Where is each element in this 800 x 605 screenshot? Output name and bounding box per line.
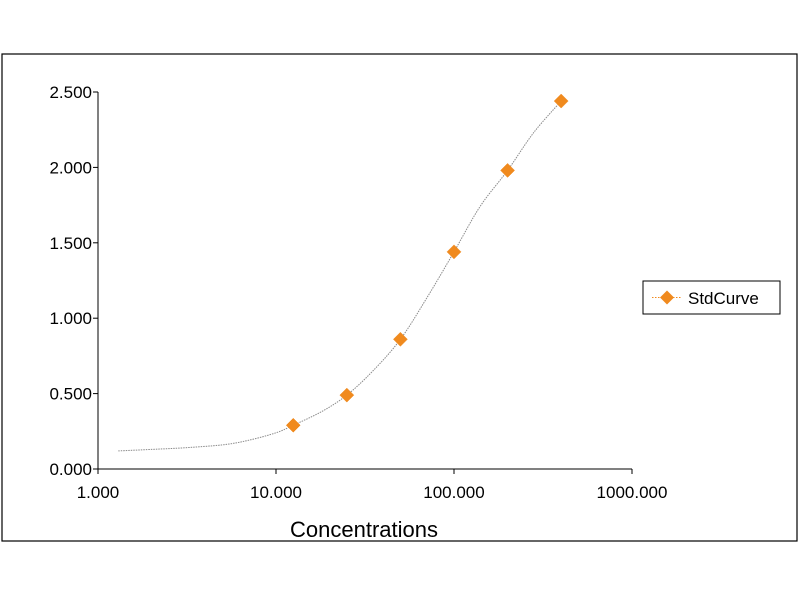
x-tick-label-2: 100.000: [423, 483, 484, 502]
legend-diamond-marker: [660, 290, 674, 305]
y-tick-label-2: 1.000: [49, 309, 92, 328]
x-tick-label-3: 1000.000: [597, 483, 668, 502]
x-tick-label-1: 10.000: [250, 483, 302, 502]
y-tick-label-1: 0.500: [49, 385, 92, 404]
data-point-3: [446, 244, 462, 260]
data-point-2: [393, 331, 408, 347]
y-tick-label-4: 2.000: [49, 158, 92, 177]
fit-curve-line: [118, 100, 562, 452]
x-axis-title: Concentrations: [290, 517, 438, 542]
data-point-4: [500, 163, 515, 178]
y-tick-label-3: 1.500: [49, 234, 92, 253]
y-tick-label-5: 2.500: [49, 83, 92, 102]
plot-area: 0.000 0.500 1.000 1.500 2.000 2.500 1.000 10.00…: [49, 83, 667, 502]
data-point-1: [339, 387, 355, 403]
legend: StdCurve: [642, 280, 781, 315]
x-tick-label-0: 1.000: [77, 483, 120, 502]
data-point-5: [553, 93, 569, 109]
legend-label: StdCurve: [688, 289, 759, 308]
data-point-0: [285, 417, 301, 433]
y-tick-label-0: 0.000: [49, 460, 92, 479]
